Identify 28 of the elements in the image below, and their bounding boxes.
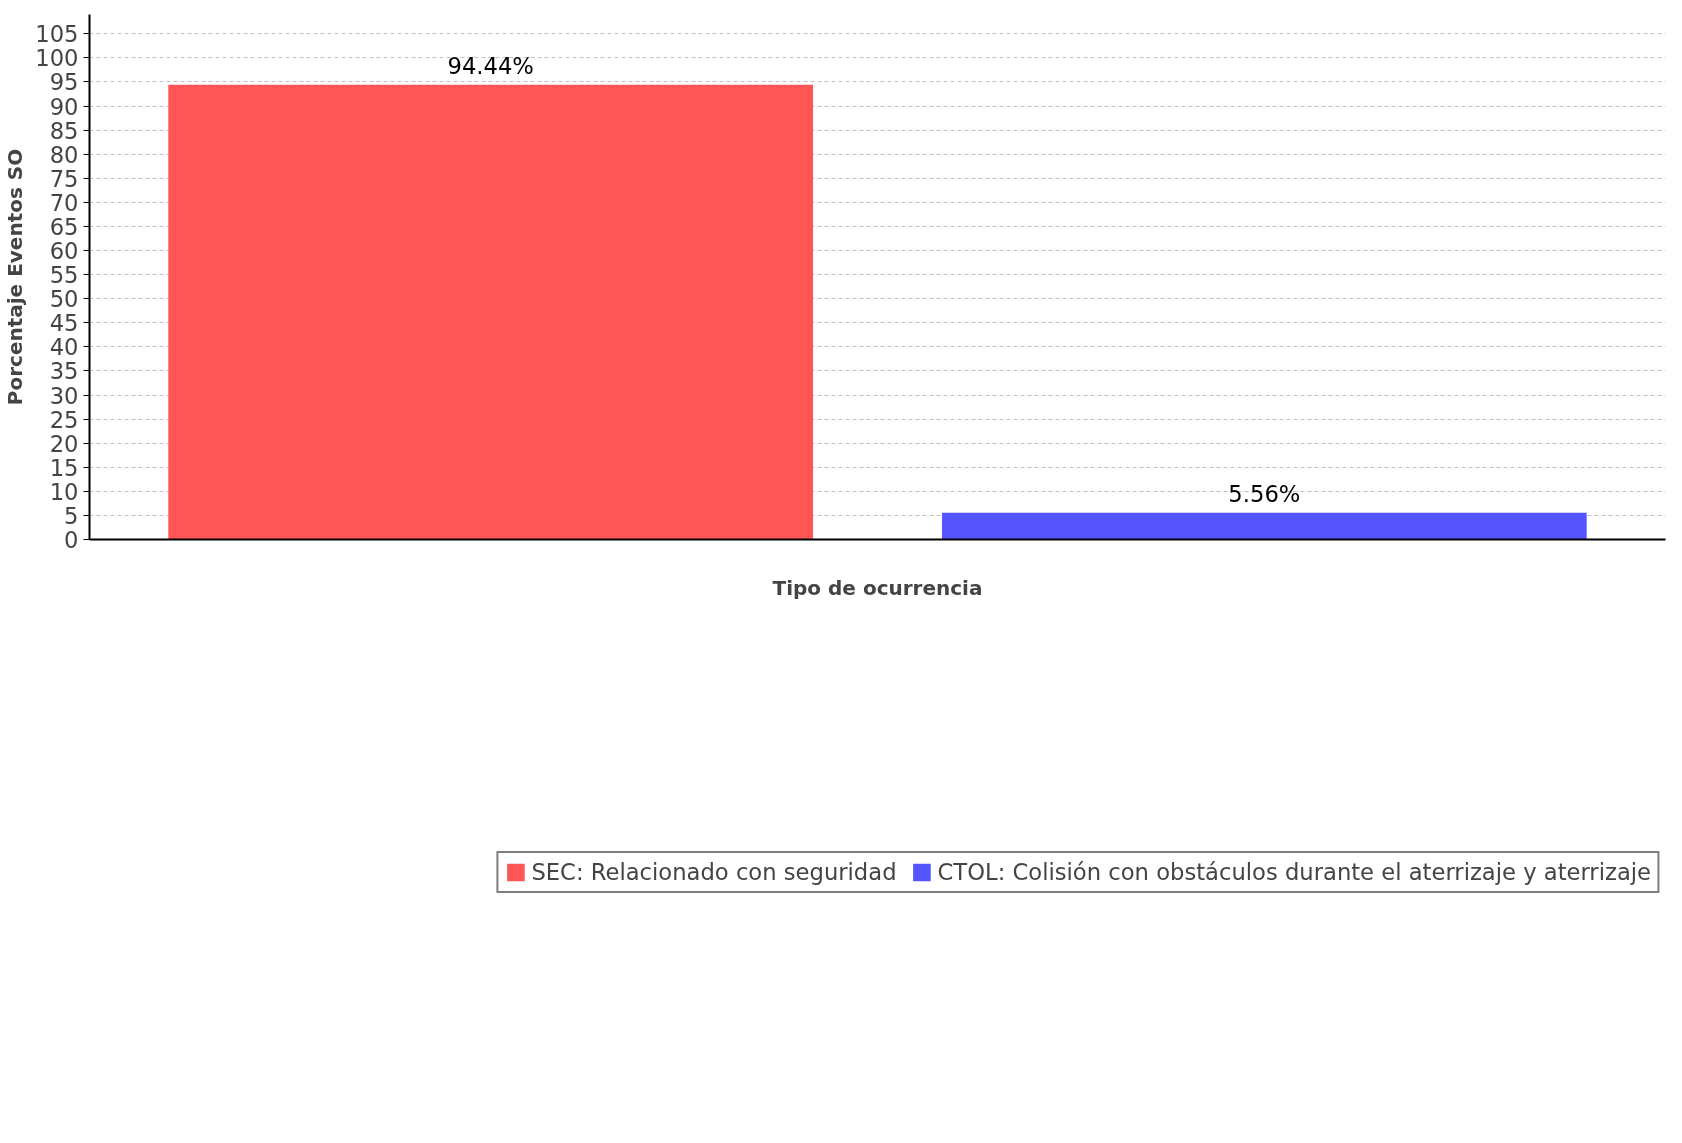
y-tick-label: 70 xyxy=(49,189,79,216)
y-tick-label: 65 xyxy=(49,213,79,240)
y-tick-label: 45 xyxy=(49,310,79,337)
legend-label: CTOL: Colisión con obstáculos durante el aterrizaje y aterrizaje xyxy=(937,859,1651,885)
x-axis-title: Tipo de ocurrencia xyxy=(772,575,983,600)
y-tick-label: 30 xyxy=(49,382,79,409)
y-tick-label: 90 xyxy=(49,93,79,120)
y-tick-label: 85 xyxy=(49,117,79,144)
y-tick-label: 10 xyxy=(49,478,79,505)
y-tick-label: 100 xyxy=(35,45,79,72)
y-tick-label: 0 xyxy=(64,527,79,553)
y-tick-label: 95 xyxy=(49,69,79,96)
y-tick-label: 55 xyxy=(49,262,79,289)
y-tick-label: 60 xyxy=(49,238,79,265)
y-tick-label: 80 xyxy=(49,141,79,168)
y-tick-label: 40 xyxy=(49,334,79,361)
y-tick-label: 20 xyxy=(49,430,79,457)
y-tick-label: 5 xyxy=(64,502,79,529)
y-tick-label: 105 xyxy=(35,21,79,48)
legend-label: SEC: Relacionado con seguridad xyxy=(531,859,897,885)
y-tick-label: 25 xyxy=(49,406,79,433)
data-label: 94.44% xyxy=(447,52,534,79)
y-axis-title: Porcentaje Eventos SO xyxy=(3,148,28,406)
y-tick-label: 15 xyxy=(49,454,79,481)
y-tick-label: 75 xyxy=(49,165,79,192)
y-tick-label: 35 xyxy=(49,358,79,385)
data-label: 5.56% xyxy=(1228,480,1301,507)
y-tick-label: 50 xyxy=(49,286,79,313)
